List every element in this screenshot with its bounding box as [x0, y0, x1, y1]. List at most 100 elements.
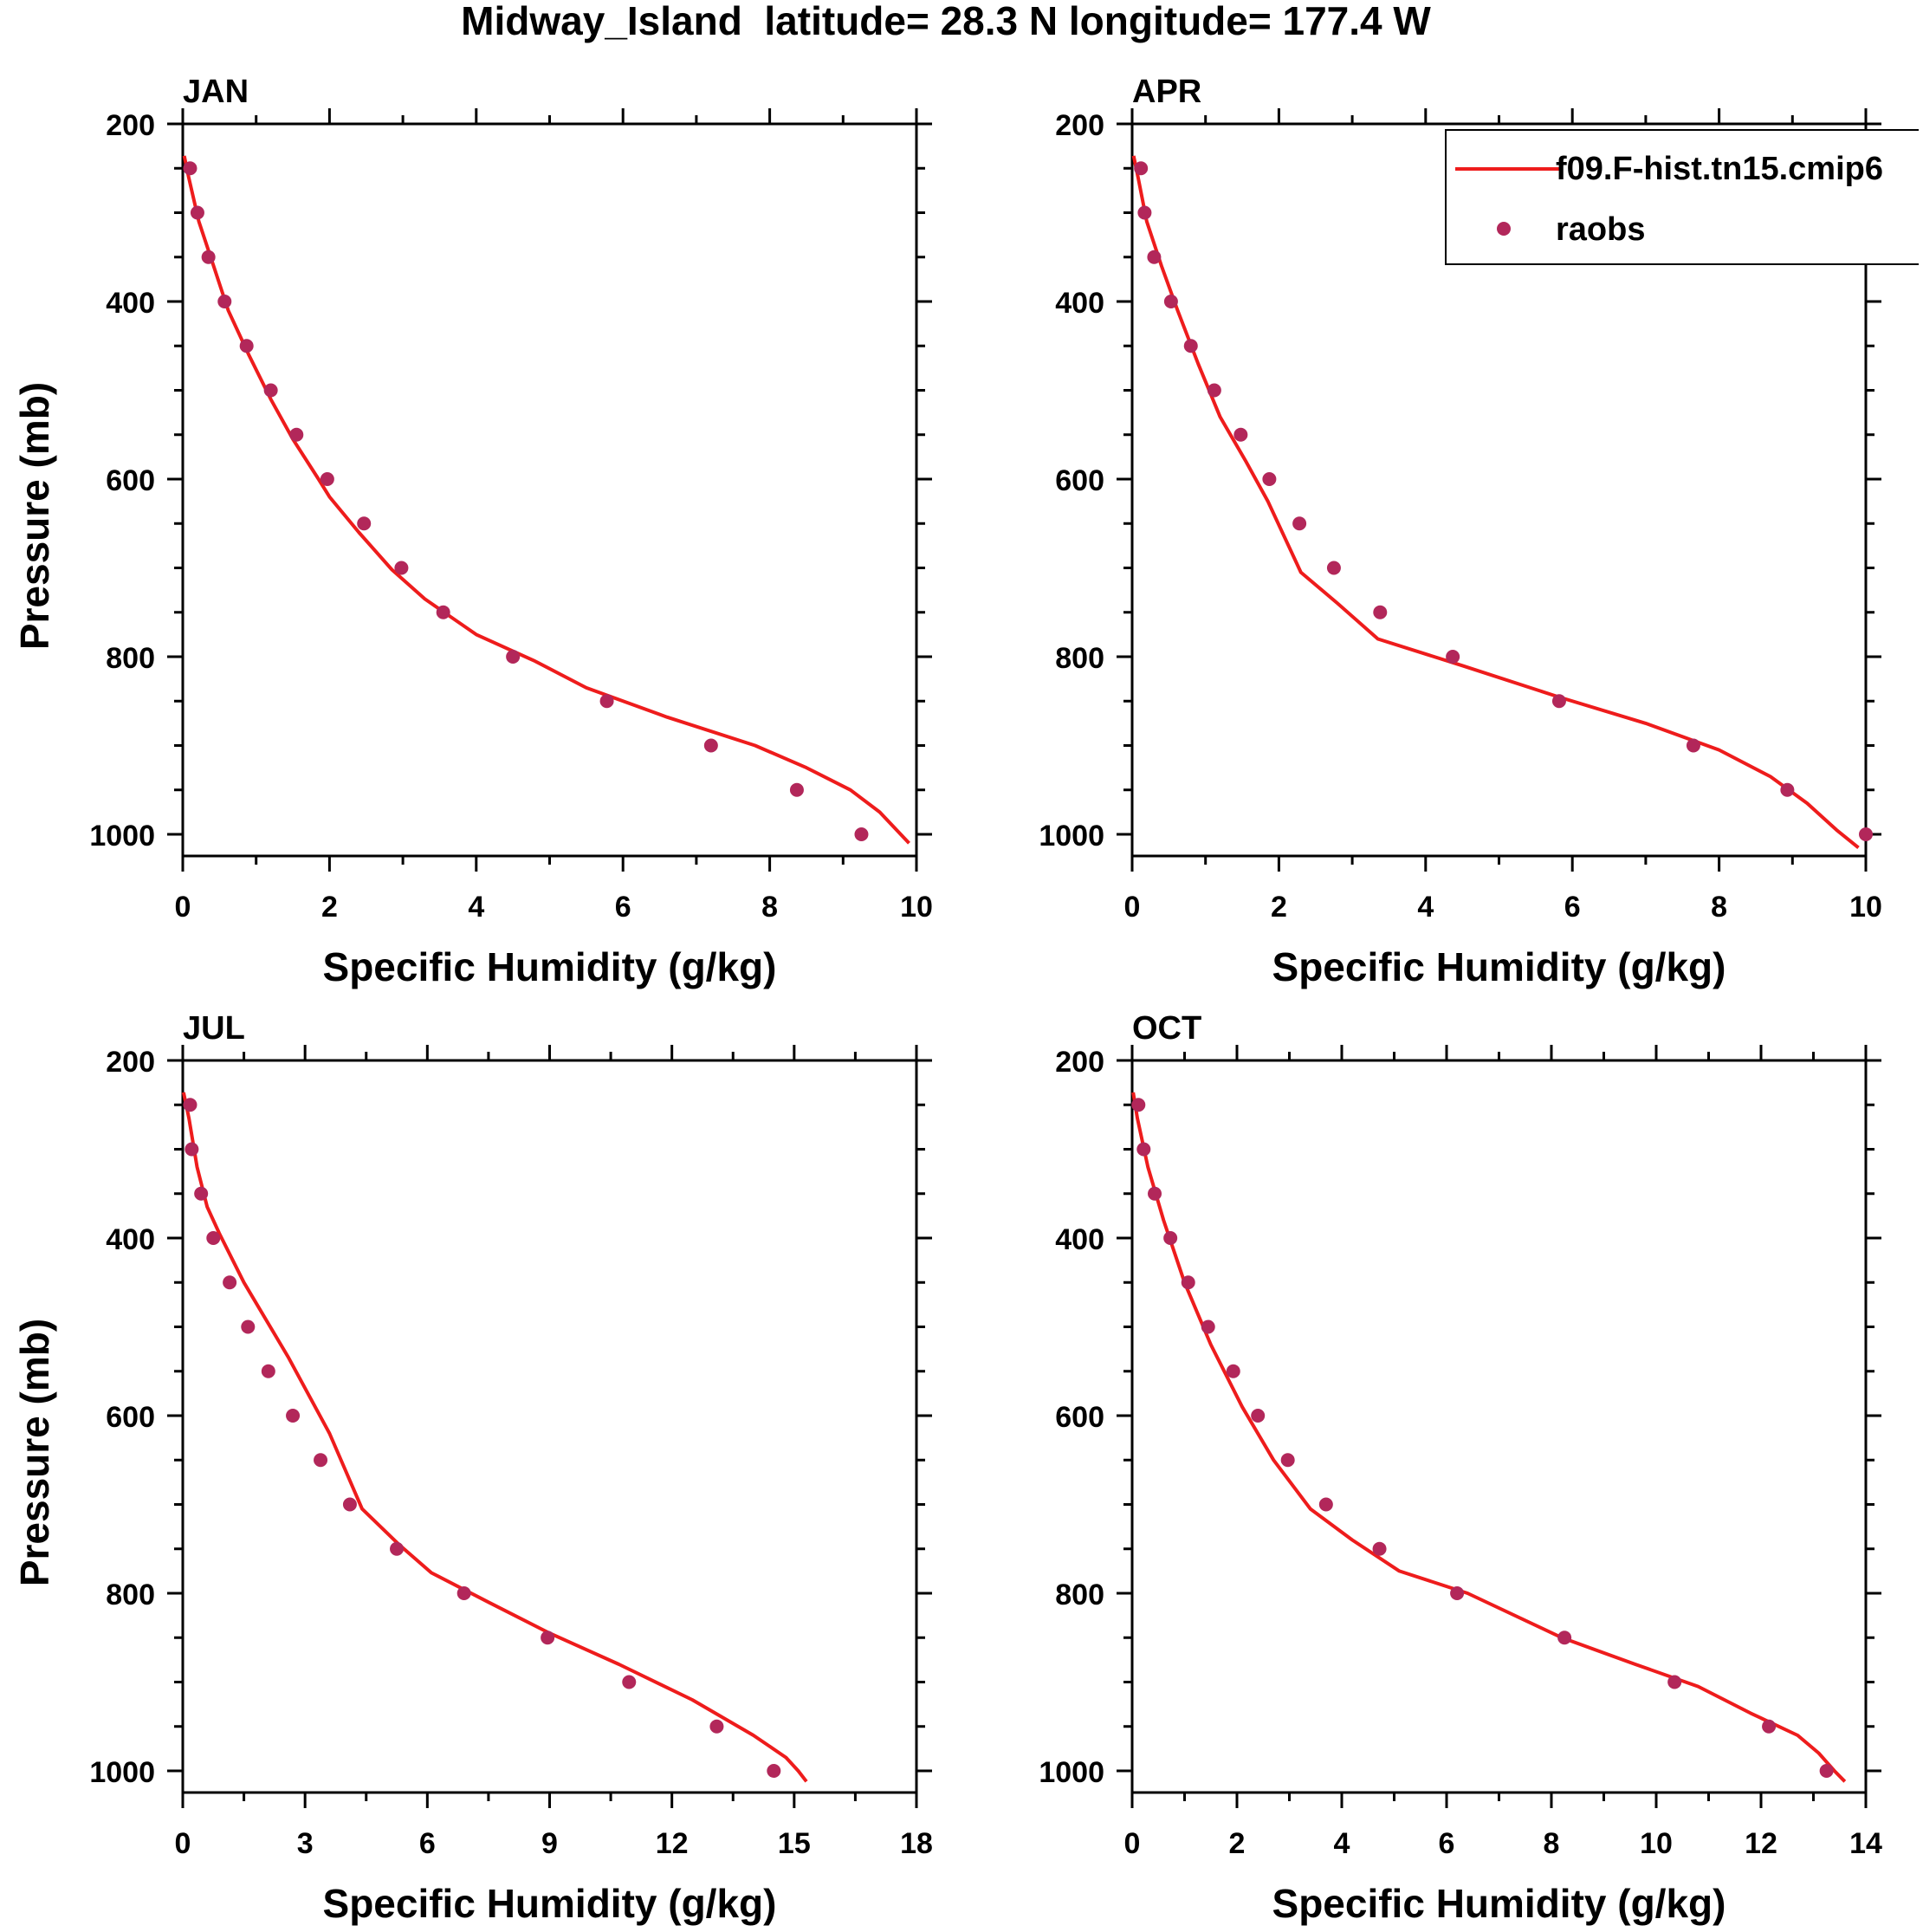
- raobs-point: [709, 1719, 724, 1734]
- x-tick-label: 9: [541, 1827, 558, 1860]
- raobs-point: [201, 250, 216, 264]
- raobs-point: [1134, 161, 1149, 176]
- panel-apr: APR 200 400 600 800 1000 0 2 4 6 8 10 Specific Humid…: [1039, 74, 1882, 989]
- y-axis-label: Pressure (mb): [12, 1319, 57, 1586]
- raobs-point: [1859, 827, 1873, 841]
- raobs-point: [1131, 1098, 1146, 1112]
- model-profile-line: [1131, 155, 1860, 849]
- raobs-point: [1557, 1631, 1572, 1645]
- y-tick-label: 400: [106, 287, 155, 320]
- raobs-point: [1183, 339, 1198, 353]
- raobs-point: [1262, 472, 1277, 486]
- x-axis-label: Specific Humidity (g/kg): [1272, 1881, 1726, 1926]
- model-profile-line: [182, 155, 910, 845]
- raobs-point: [1686, 738, 1700, 753]
- raobs-point: [1446, 650, 1460, 664]
- raobs-point: [183, 161, 197, 176]
- raobs-point: [1372, 1541, 1387, 1556]
- raobs-point: [1280, 1453, 1295, 1468]
- x-tick-label: 6: [1564, 891, 1581, 924]
- y-tick-label: 200: [1055, 109, 1104, 142]
- raobs-point: [1819, 1764, 1834, 1778]
- x-tick-label: 0: [1124, 891, 1141, 924]
- x-tick-label: 8: [1544, 1827, 1560, 1860]
- raobs-point: [390, 1541, 405, 1556]
- x-axis-label: Specific Humidity (g/kg): [323, 944, 777, 989]
- x-tick-label: 18: [900, 1827, 933, 1860]
- raobs-point: [456, 1586, 471, 1600]
- x-tick-label: 2: [321, 891, 338, 924]
- model-profile-line: [1131, 1092, 1847, 1783]
- x-tick-label: 2: [1229, 1827, 1246, 1860]
- legend-obs-label: raobs: [1556, 211, 1645, 248]
- raobs-point: [261, 1364, 275, 1378]
- plot-frame: [181, 122, 918, 858]
- raobs-point: [1667, 1675, 1682, 1689]
- figure-title: Midway_Island latitude= 28.3 N longitude…: [461, 0, 1431, 43]
- raobs-point: [289, 427, 304, 442]
- x-axis-label: Specific Humidity (g/kg): [323, 1881, 777, 1926]
- panel-jul: JUL 200 400 600 800 1000 0 3 6 9 12 15 18 Specific Hu…: [12, 1010, 933, 1926]
- raobs-point: [1163, 295, 1178, 308]
- raobs-point: [241, 1319, 256, 1334]
- raobs-point: [286, 1409, 301, 1423]
- raobs-point: [703, 738, 718, 753]
- raobs-point: [185, 1142, 199, 1157]
- y-tick-label: 1000: [89, 820, 155, 853]
- raobs-point: [183, 1098, 197, 1112]
- panel-title: OCT: [1132, 1010, 1201, 1047]
- x-tick-label: 12: [1745, 1827, 1777, 1860]
- raobs-point: [223, 1275, 237, 1290]
- y-tick-label: 800: [1055, 1579, 1104, 1611]
- raobs-point: [1207, 383, 1221, 398]
- y-tick-label: 400: [1055, 287, 1104, 320]
- raobs-point: [1137, 205, 1152, 220]
- x-tick-label: 0: [1124, 1827, 1141, 1860]
- y-tick-label: 400: [1055, 1223, 1104, 1256]
- y-tick-label: 800: [106, 1579, 155, 1611]
- x-tick-label: 10: [900, 891, 933, 924]
- y-tick-label: 600: [1055, 1401, 1104, 1434]
- y-tick-label: 200: [106, 109, 155, 142]
- raobs-point: [206, 1231, 221, 1245]
- raobs-point: [1762, 1719, 1777, 1734]
- x-tick-label: 10: [1640, 1827, 1673, 1860]
- y-tick-label: 1000: [1039, 820, 1104, 853]
- x-tick-label: 4: [1334, 1827, 1350, 1860]
- x-tick-label: 0: [175, 891, 191, 924]
- x-tick-label: 0: [175, 1827, 191, 1860]
- raobs-point: [1148, 1186, 1162, 1201]
- x-tick-label: 8: [1711, 891, 1727, 924]
- raobs-point: [1780, 782, 1795, 797]
- panel-oct: OCT 200 400 600 800 1000 0 2 4 6 8 10 12 14 Specific H…: [1039, 1010, 1882, 1926]
- y-tick-label: 200: [1055, 1046, 1104, 1079]
- x-tick-label: 3: [297, 1827, 314, 1860]
- raobs-point: [1292, 516, 1307, 531]
- x-tick-label: 10: [1849, 891, 1882, 924]
- raobs-point: [190, 205, 204, 220]
- legend-box: [1445, 129, 1919, 265]
- raobs-point: [1318, 1497, 1333, 1512]
- legend-model-label: f09.F-hist.tn15.cmip6: [1556, 151, 1883, 187]
- y-tick-label: 800: [1055, 642, 1104, 675]
- x-tick-label: 6: [1439, 1827, 1455, 1860]
- raobs-point: [1233, 427, 1248, 442]
- y-tick-label: 1000: [89, 1756, 155, 1789]
- raobs-point: [1226, 1364, 1240, 1378]
- raobs-point: [1201, 1319, 1215, 1334]
- plot-frame: [1130, 1059, 1868, 1794]
- raobs-point: [1136, 1142, 1151, 1157]
- x-tick-label: 12: [656, 1827, 689, 1860]
- x-tick-label: 14: [1849, 1827, 1882, 1860]
- y-tick-label: 800: [106, 642, 155, 675]
- raobs-point: [854, 827, 869, 841]
- legend: f09.F-hist.tn15.cmip6 raobs: [1445, 129, 1919, 265]
- raobs-point: [506, 650, 521, 664]
- y-tick-label: 600: [1055, 464, 1104, 497]
- model-profile-line: [181, 1092, 808, 1783]
- raobs-point: [1147, 250, 1162, 264]
- raobs-point: [599, 694, 614, 709]
- raobs-point: [194, 1186, 209, 1201]
- x-tick-label: 2: [1271, 891, 1287, 924]
